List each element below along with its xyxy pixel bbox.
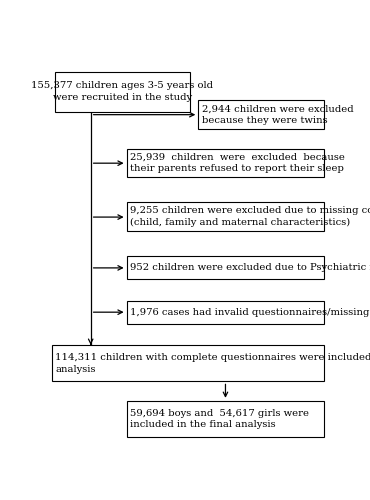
- Text: 25,939  children  were  excluded  because
their parents refused to report their : 25,939 children were excluded because th…: [130, 152, 345, 174]
- FancyBboxPatch shape: [198, 100, 324, 130]
- Text: 59,694 boys and  54,617 girls were
included in the final analysis: 59,694 boys and 54,617 girls were includ…: [130, 408, 309, 430]
- FancyBboxPatch shape: [55, 72, 190, 112]
- FancyBboxPatch shape: [127, 148, 324, 178]
- FancyBboxPatch shape: [127, 256, 324, 280]
- Text: 9,255 children were excluded due to missing covariates
(child, family and matern: 9,255 children were excluded due to miss…: [130, 206, 370, 228]
- Text: 1,976 cases had invalid questionnaires/missing response: 1,976 cases had invalid questionnaires/m…: [130, 308, 370, 316]
- Text: 155,377 children ages 3-5 years old
were recruited in the study: 155,377 children ages 3-5 years old were…: [31, 82, 213, 102]
- Text: 114,311 children with complete questionnaires were included in the final
analysi: 114,311 children with complete questionn…: [56, 353, 370, 374]
- FancyBboxPatch shape: [52, 345, 324, 382]
- FancyBboxPatch shape: [127, 300, 324, 324]
- FancyBboxPatch shape: [127, 202, 324, 232]
- Text: 2,944 children were excluded
because they were twins: 2,944 children were excluded because the…: [202, 104, 353, 126]
- FancyBboxPatch shape: [127, 400, 324, 438]
- Text: 952 children were excluded due to Psychiatric medication: 952 children were excluded due to Psychi…: [130, 264, 370, 272]
